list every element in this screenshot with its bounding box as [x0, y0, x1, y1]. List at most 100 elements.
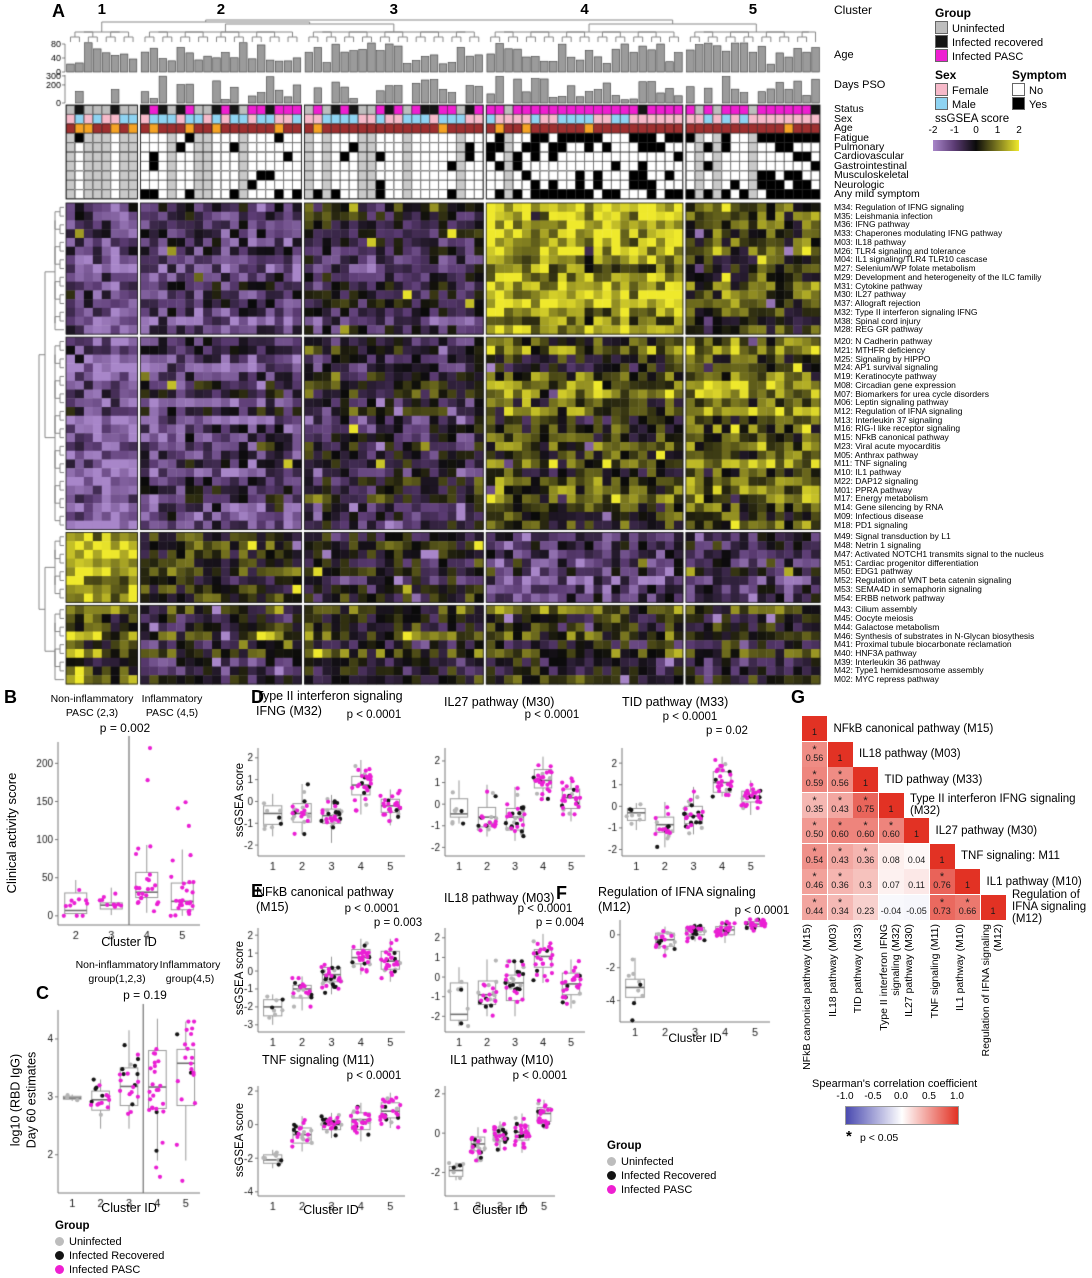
- pathway-row-label: M37: Allograft rejection: [834, 298, 921, 309]
- pathway-row-label: M36: IFNG pathway: [834, 219, 910, 230]
- legend-c-item: Uninfected: [55, 1236, 122, 1248]
- pasc-dot: [607, 1185, 616, 1194]
- uninfected-swatch: [935, 21, 948, 34]
- pathway-row-label: M44: Galactose metabolism: [834, 621, 940, 632]
- correlation-cell-star: *: [812, 871, 817, 883]
- panel-b-p: p = 0.002: [99, 721, 151, 735]
- correlation-cell: * 0.60: [853, 818, 878, 843]
- correlation-col-label: IL18 pathway (M03): [826, 924, 839, 1017]
- pathway-row-label: M20: N Cadherin pathway: [834, 336, 933, 347]
- pathway-row-label: M05: Anthrax pathway: [834, 449, 919, 460]
- correlation-cell-value: 0.44: [805, 905, 824, 916]
- ssgsea-tick-label: -2: [928, 125, 938, 136]
- correlation-cell-value: 0.43: [831, 803, 849, 814]
- pathway-row-label: M22: DAP12 signaling: [834, 475, 919, 486]
- correlation-cell-value: 0.36: [856, 854, 875, 865]
- correlation-cell: 1: [827, 741, 853, 767]
- correlation-cell: 1: [853, 767, 878, 792]
- correlation-row-label: Type II interferon IFNG signaling (M32): [910, 793, 1076, 818]
- correlation-cell: 1: [980, 894, 1006, 920]
- spearman-tick-label: -1.0: [836, 1091, 854, 1102]
- legend-group-item: Infected recovered: [935, 35, 1043, 49]
- correlation-col-label-wrap: TID pathway (M33): [852, 924, 879, 1013]
- correlation-cell-value: 0.50: [805, 829, 824, 839]
- correlation-cell: * 0.60: [878, 818, 904, 843]
- correlation-cell: * 0.66: [955, 894, 980, 920]
- ssgsea-tick-label: 1: [994, 125, 1001, 136]
- correlation-col-label: NFkB canonical pathway (M15): [801, 924, 813, 1070]
- correlation-cell: 1: [955, 869, 980, 894]
- correlation-cell-value: 0.23: [856, 905, 875, 916]
- correlation-col-label-wrap: Type II interferon IFNG signaling (M32): [878, 924, 905, 1031]
- legend-e-item: Infected PASC: [607, 1184, 692, 1196]
- legend-label: Yes: [1029, 99, 1047, 111]
- panel-d1-title: IFNG (M32): [256, 704, 322, 718]
- pathway-row-label: M25: Signaling by HIPPO: [834, 353, 931, 364]
- panel-c-p: p = 0.19: [123, 988, 167, 1002]
- legend-symptom-item: Yes: [1012, 97, 1047, 111]
- cluster-header: Cluster: [834, 3, 873, 17]
- panel-d3-title: TID pathway (M33): [622, 695, 729, 709]
- pathway-row-label: M02: MYC repress pathway: [834, 674, 939, 685]
- uninfected-dot: [55, 1237, 64, 1246]
- age-track-label: Age: [834, 49, 854, 61]
- annotation-row-label: Musculoskeletal: [834, 169, 909, 182]
- correlation-cell-star: *: [863, 794, 868, 807]
- ssgsea-tick-label: -1: [950, 125, 959, 136]
- panel-letter-e: E: [251, 881, 264, 901]
- correlation-cell-star: *: [837, 896, 843, 909]
- correlation-cell: * 0.75: [853, 792, 878, 818]
- correlation-cell-value: 0.34: [831, 905, 849, 916]
- correlation-cell-value: 0.54: [805, 854, 824, 865]
- symptom-no-swatch: [1012, 83, 1025, 96]
- correlation-cell-star: *: [837, 820, 843, 832]
- correlation-cell: 0.23: [853, 894, 878, 920]
- legend-label: Uninfected: [69, 1236, 122, 1248]
- correlation-cell-star: *: [939, 871, 945, 883]
- correlation-cell-star: *: [812, 896, 817, 909]
- significance-star: *: [846, 1128, 852, 1145]
- legend-sex-title: Sex: [935, 68, 957, 82]
- panel-e1-title: (M15): [256, 900, 289, 914]
- correlation-cell: 0.08: [878, 843, 904, 869]
- panel-letter-b: B: [4, 687, 17, 707]
- correlation-row-label: TNF signaling: M11: [961, 850, 1060, 863]
- correlation-cell: * 0.35: [802, 792, 827, 818]
- correlation-cell: 0.3: [853, 869, 878, 894]
- pathway-row-label: M53: SEMA4D in semaphorin signaling: [834, 583, 982, 594]
- panel-e4-title: IL1 pathway (M10): [450, 1053, 554, 1067]
- correlation-cell-star: *: [863, 820, 868, 832]
- correlation-cell-value: 0.76: [933, 880, 951, 890]
- correlation-cell-star: *: [965, 896, 970, 909]
- annotation-row-label: Neurologic: [834, 178, 885, 191]
- panel-c-ylabel: Day 60 estimates: [24, 1051, 39, 1149]
- pathway-row-label: M30: IL27 pathway: [834, 289, 906, 300]
- correlation-cell: 1: [904, 818, 929, 843]
- correlation-col-label-wrap: Regulation of IFNA signaling (M12): [980, 924, 1007, 1057]
- recovered-dot: [55, 1251, 64, 1260]
- legend-e-item: Infected Recovered: [607, 1170, 716, 1182]
- correlation-cell: 1: [929, 843, 955, 869]
- correlation-cell: -0.04: [878, 894, 904, 920]
- panel-letter-d: D: [251, 687, 264, 707]
- annotation-row-label: Status: [834, 103, 864, 116]
- legend-label: Infected PASC: [69, 1264, 141, 1276]
- pathway-row-label: M38: Spinal cord injury: [834, 315, 921, 326]
- pathway-row-label: M16: RIG-I like receptor signaling: [834, 423, 961, 434]
- legend-label: Female: [952, 85, 989, 97]
- correlation-cell-star: *: [888, 820, 894, 832]
- correlation-col-label-wrap: IL18 pathway (M03): [827, 924, 854, 1017]
- pathway-row-label: M01: PPRA pathway: [834, 484, 912, 495]
- cluster-label: 5: [748, 1, 758, 18]
- pathway-row-label: M12: Regulation of IFNA signaling: [834, 406, 963, 416]
- correlation-cell-value: 0.56: [805, 752, 824, 763]
- panel-c-hdr: Non-inflammatory: [75, 959, 159, 971]
- correlation-cell-value: 0.3: [859, 880, 872, 890]
- pathway-row-label: M54: ERBB network pathway: [834, 592, 945, 603]
- legend-label: Infected PASC: [621, 1184, 693, 1196]
- panel-c-xlabel: Cluster ID: [101, 1201, 157, 1215]
- spearman-tick-label: 0.5: [922, 1091, 936, 1102]
- correlation-row-label: IL27 pathway (M30): [935, 824, 1038, 837]
- panel-f-title: Regulation of IFNA signaling: [598, 885, 756, 899]
